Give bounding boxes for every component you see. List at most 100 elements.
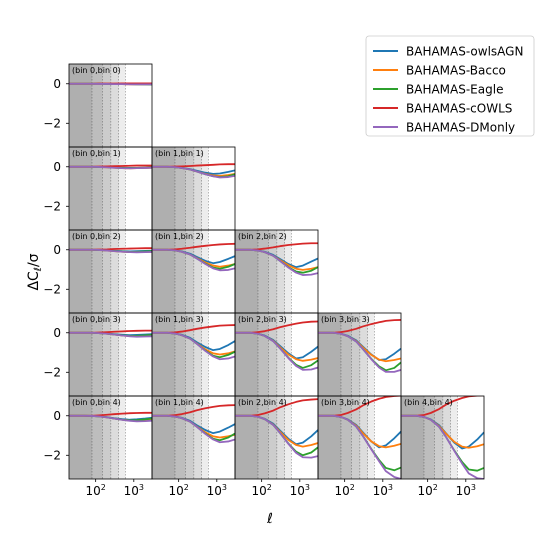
- series-line-BAHAMAS-DMonly: [69, 165, 152, 170]
- scale-cut-band: [235, 396, 277, 479]
- scale-cut-band: [152, 396, 186, 479]
- scale-cut-band: [69, 64, 126, 147]
- scale-cut-band: [69, 230, 126, 313]
- legend-frame: [365, 35, 535, 137]
- panel-label: (bin 1,bin 1): [155, 149, 204, 158]
- scale-cut-band: [318, 396, 368, 479]
- scale-cut-band: [69, 313, 126, 396]
- series-line-BAHAMAS-DMonly: [69, 248, 152, 254]
- scale-cut-band: [69, 64, 103, 147]
- panel-bin-4-bin-4: (bin 4,bin 4) 102 103: [400, 395, 485, 498]
- scale-cut-band: [152, 313, 209, 396]
- panel-label: (bin 2,bin 2): [238, 232, 287, 241]
- scale-cut-band: [318, 396, 360, 479]
- scale-cut-band: [152, 396, 209, 479]
- panel-frame: [400, 395, 485, 480]
- legend-entry-BAHAMAS-owlsAGN: BAHAMAS-owlsAGN: [406, 45, 523, 59]
- scale-cut-band: [235, 230, 277, 313]
- scale-cut-band: [318, 313, 360, 396]
- panel-bin-3-bin-3: (bin 3,bin 3): [317, 312, 402, 397]
- scale-cut-band: [235, 230, 285, 313]
- panel-bin-0-bin-4: (bin 0,bin 4) 0 −2 102 103: [43, 395, 153, 498]
- panel-bin-0-bin-0: (bin 0,bin 0) 0 −2: [43, 63, 153, 148]
- panel-bin-1-bin-4: (bin 1,bin 4) 102 103: [151, 395, 236, 498]
- scale-cut-band: [152, 396, 194, 479]
- y-tick-label: 0: [53, 160, 61, 174]
- panel-label: (bin 1,bin 4): [155, 398, 204, 407]
- scale-cut-band: [235, 313, 269, 396]
- x-axis-label: ℓ: [266, 511, 273, 527]
- scale-cut-band: [69, 396, 111, 479]
- panel-label: (bin 3,bin 4): [321, 398, 370, 407]
- scale-cut-band: [69, 147, 103, 230]
- scale-cut-band: [69, 230, 119, 313]
- scale-cut-band: [69, 396, 126, 479]
- y-tick-label: 0: [53, 243, 61, 257]
- panel-grid: (bin 0,bin 0) 0 −2 (bin 0,bin 1) 0 −2 (bin 1,b…: [43, 63, 485, 498]
- legend-entry-BAHAMAS-cOWLS: BAHAMAS-cOWLS: [406, 102, 512, 116]
- scale-cut-band: [69, 396, 92, 479]
- scale-cut-band: [152, 230, 209, 313]
- legend-entry-BAHAMAS-DMonly: BAHAMAS-DMonly: [406, 121, 515, 135]
- panel-label: (bin 0,bin 2): [72, 232, 121, 241]
- scale-cut-band: [235, 396, 292, 479]
- x-tick-label: 103: [124, 483, 144, 498]
- scale-cut-band: [152, 147, 194, 230]
- panel-label: (bin 2,bin 4): [238, 398, 287, 407]
- x-tick-label: 102: [334, 483, 354, 498]
- panel-bin-0-bin-1: (bin 0,bin 1) 0 −2: [43, 146, 153, 231]
- scale-cut-band: [152, 313, 194, 396]
- scale-cut-band: [318, 396, 352, 479]
- panel-bin-3-bin-4: (bin 3,bin 4) 102 103: [317, 395, 402, 498]
- y-tick-label: 0: [53, 409, 61, 423]
- series-line-BAHAMAS-DMonly: [152, 331, 235, 361]
- panel-bin-1-bin-1: (bin 1,bin 1): [151, 146, 236, 231]
- x-tick-label: 102: [168, 483, 188, 498]
- y-tick-label: −2: [43, 448, 61, 462]
- y-tick-label: −2: [43, 199, 61, 213]
- panel-bin-2-bin-4: (bin 2,bin 4) 102 103: [234, 395, 319, 498]
- panel-bin-2-bin-2: (bin 2,bin 2): [234, 229, 319, 314]
- series-line-BAHAMAS-DMonly: [235, 331, 318, 371]
- scale-cut-band: [235, 396, 269, 479]
- x-tick-label: 103: [290, 483, 310, 498]
- scale-cut-band: [318, 313, 375, 396]
- legend-entry-BAHAMAS-Eagle: BAHAMAS-Eagle: [406, 83, 503, 97]
- scale-cut-band: [69, 147, 92, 230]
- scale-cut-band: [235, 313, 292, 396]
- series-line-BAHAMAS-DMonly: [69, 331, 152, 338]
- series-line-BAHAMAS-DMonly: [152, 248, 235, 272]
- scale-cut-band: [69, 313, 103, 396]
- scale-cut-band: [69, 230, 111, 313]
- legend-entry-BAHAMAS-Bacco: BAHAMAS-Bacco: [406, 64, 506, 78]
- panel-label: (bin 0,bin 1): [72, 149, 121, 158]
- x-tick-label: 102: [85, 483, 105, 498]
- legend: BAHAMAS-owlsAGN BAHAMAS-Bacco BAHAMAS-Eagl…: [365, 35, 535, 137]
- panel-label: (bin 1,bin 3): [155, 315, 204, 324]
- y-tick-label: −2: [43, 365, 61, 379]
- y-tick-label: 0: [53, 77, 61, 91]
- scale-cut-band: [235, 313, 285, 396]
- panel-label: (bin 0,bin 4): [72, 398, 121, 407]
- x-tick-label: 102: [251, 483, 271, 498]
- scale-cut-band: [152, 313, 202, 396]
- scale-cut-band: [69, 230, 103, 313]
- scale-cut-band: [69, 230, 92, 313]
- scale-cut-band: [401, 396, 451, 479]
- panel-bin-1-bin-2: (bin 1,bin 2): [151, 229, 236, 314]
- y-tick-label: −2: [43, 116, 61, 130]
- scale-cut-band: [69, 64, 92, 147]
- scale-cut-band: [401, 396, 458, 479]
- scale-cut-band: [152, 313, 186, 396]
- scale-cut-band: [152, 230, 194, 313]
- scale-cut-band: [69, 396, 119, 479]
- panel-label: (bin 2,bin 3): [238, 315, 287, 324]
- series-line-BAHAMAS-DMonly: [235, 248, 318, 276]
- panel-bin-0-bin-3: (bin 0,bin 3) 0 −2: [43, 312, 153, 397]
- scale-cut-band: [235, 230, 292, 313]
- y-tick-label: −2: [43, 282, 61, 296]
- scale-cut-band: [401, 396, 435, 479]
- scale-cut-band: [235, 230, 269, 313]
- y-tick-label: 0: [53, 326, 61, 340]
- scale-cut-band: [69, 64, 111, 147]
